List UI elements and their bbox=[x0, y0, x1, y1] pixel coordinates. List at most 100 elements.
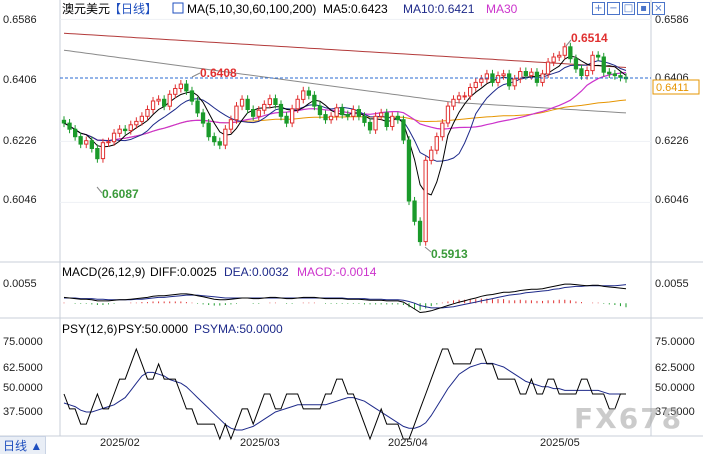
candle-body bbox=[501, 73, 506, 77]
watermark: FX678 bbox=[574, 402, 684, 435]
candle-body bbox=[328, 115, 334, 121]
close-icon[interactable]: × bbox=[652, 2, 665, 15]
candle-body bbox=[512, 78, 517, 87]
candle-body bbox=[590, 54, 595, 72]
settings-icon[interactable]: ▪ bbox=[637, 2, 650, 15]
candle-body bbox=[173, 88, 178, 95]
psy-tick-right-3: 50.0000 bbox=[655, 382, 695, 394]
candle-body bbox=[312, 94, 317, 107]
candle-body bbox=[150, 100, 156, 110]
macd-tick-right: 0.0055 bbox=[655, 278, 689, 290]
psy-tick-left-1: 75.0000 bbox=[3, 336, 43, 348]
candle-body bbox=[607, 71, 612, 75]
candle-body bbox=[601, 56, 606, 73]
candle-body bbox=[367, 121, 373, 131]
fit-icon[interactable]: □ bbox=[622, 2, 635, 15]
candle-body bbox=[139, 115, 144, 122]
annotation-high-feb: 0.6408 bbox=[200, 66, 237, 80]
candle-body bbox=[340, 107, 345, 116]
psy-tick-left-4: 37.5000 bbox=[3, 406, 43, 418]
candle-body bbox=[61, 119, 67, 124]
current-price-label: 0.6411 bbox=[656, 82, 689, 94]
price-tick-left-1: 0.6586 bbox=[3, 14, 37, 26]
candle-body bbox=[557, 54, 562, 58]
candle-body bbox=[200, 112, 206, 124]
price-tick-right-1: 0.6586 bbox=[655, 14, 689, 26]
candle-body bbox=[334, 107, 339, 117]
candle-body bbox=[484, 73, 490, 80]
x-label-feb: 2025/02 bbox=[100, 437, 140, 449]
candle-body bbox=[162, 98, 167, 107]
price-tick-left-3: 0.6226 bbox=[3, 135, 37, 147]
ma100-line bbox=[63, 49, 627, 114]
candle-body bbox=[156, 98, 161, 102]
candle-body bbox=[534, 71, 540, 83]
candle-body bbox=[434, 136, 439, 151]
candle-body bbox=[184, 83, 189, 92]
candle-body bbox=[251, 109, 256, 117]
zoom-out-icon[interactable]: − bbox=[607, 2, 620, 15]
candle-body bbox=[223, 128, 228, 146]
zoom-in-icon[interactable]: + bbox=[592, 2, 605, 15]
candle-body bbox=[573, 58, 579, 70]
candle-body bbox=[217, 141, 222, 146]
candle-body bbox=[406, 139, 412, 202]
psy-tick-right-2: 62.5000 bbox=[655, 362, 695, 374]
ma-toggle-icon[interactable] bbox=[172, 2, 184, 14]
psy-title: PSY(12,6) bbox=[62, 322, 117, 336]
candle-body bbox=[189, 90, 195, 102]
ma30-line bbox=[63, 71, 627, 142]
candle-body bbox=[412, 200, 417, 222]
candle-body bbox=[245, 98, 250, 111]
candle-body bbox=[290, 108, 295, 124]
macd-dea-line bbox=[64, 284, 627, 309]
ma-title: MA(5,10,30,60,100,200) bbox=[187, 2, 316, 16]
candle-body bbox=[468, 87, 473, 97]
candle-body bbox=[317, 105, 323, 116]
candle-body bbox=[362, 115, 367, 123]
candle-body bbox=[579, 68, 584, 77]
candle-body bbox=[345, 114, 350, 117]
annotation-low-apr: 0.5913 bbox=[431, 247, 468, 261]
candle-body bbox=[95, 148, 100, 160]
ma5-value: MA5:0.6423 bbox=[323, 2, 388, 16]
annotation-low-feb: 0.6087 bbox=[102, 187, 139, 201]
psy-plot bbox=[63, 347, 626, 441]
period-label[interactable]: 【日线】 bbox=[109, 2, 157, 16]
candle-body bbox=[423, 159, 428, 243]
candle-body bbox=[195, 100, 200, 114]
candle-body bbox=[323, 114, 328, 121]
ma10-value: MA10:0.6421 bbox=[403, 2, 475, 16]
candle-body bbox=[451, 98, 456, 107]
price-tick-right-4: 0.6046 bbox=[655, 194, 689, 206]
candle-body bbox=[306, 90, 312, 96]
candle-body bbox=[284, 115, 289, 124]
candle-body bbox=[551, 56, 556, 63]
candle-body bbox=[167, 93, 172, 107]
candle-body bbox=[618, 75, 623, 78]
psyma-line bbox=[63, 362, 626, 431]
candle-body bbox=[523, 71, 529, 77]
candle-body bbox=[128, 124, 133, 132]
macd-hist-value: MACD:-0.0014 bbox=[297, 265, 377, 279]
candle-body bbox=[440, 122, 445, 138]
psy-line bbox=[63, 347, 626, 441]
candle-body bbox=[295, 98, 300, 110]
candle-body bbox=[267, 98, 273, 105]
candle-body bbox=[401, 119, 406, 141]
candle-body bbox=[134, 120, 139, 126]
x-label-may: 2025/05 bbox=[540, 437, 580, 449]
candle-body bbox=[145, 109, 150, 117]
x-label-mar: 2025/03 bbox=[240, 437, 280, 449]
moving-average-lines bbox=[63, 32, 627, 196]
candle-body bbox=[111, 132, 117, 143]
candle-body bbox=[273, 98, 278, 105]
candle-body bbox=[256, 109, 261, 117]
macd-title: MACD(26,12,9) bbox=[62, 265, 145, 279]
period-tab[interactable]: 日线 ▲ bbox=[0, 436, 46, 454]
candle-body bbox=[479, 78, 484, 83]
price-tick-left-2: 0.6406 bbox=[3, 74, 37, 86]
psy-tick-left-3: 50.0000 bbox=[3, 382, 43, 394]
candle-body bbox=[518, 71, 523, 80]
